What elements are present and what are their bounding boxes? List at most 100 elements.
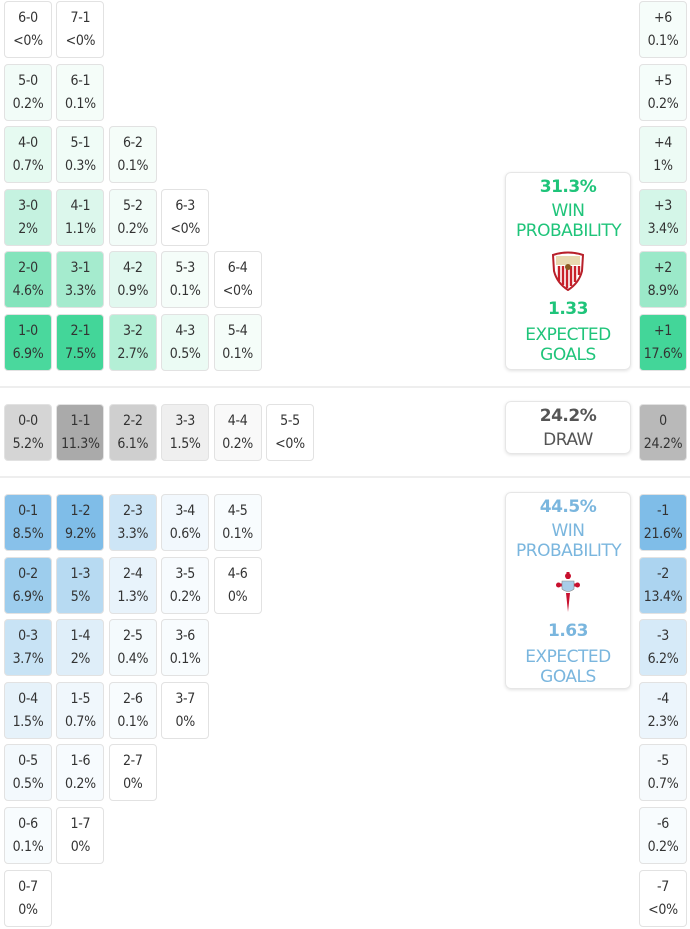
scoreline-cell[interactable]: 6-4 <0%: [213, 251, 262, 309]
scoreline-cell[interactable]: 2-5 0.4%: [108, 619, 157, 677]
scoreline-cell[interactable]: +6 0.1%: [639, 1, 687, 58]
score-label: 3-3: [175, 413, 196, 429]
away-xg: 1.63: [548, 621, 588, 641]
scoreline-cell[interactable]: -6 0.2%: [639, 807, 687, 864]
scoreline-cell[interactable]: +2 8.9%: [639, 251, 687, 309]
scoreline-cell[interactable]: 0 24.2%: [639, 404, 687, 461]
scoreline-cell[interactable]: -4 2.3%: [639, 681, 687, 739]
scoreline-cell[interactable]: 2-1 7.5%: [56, 314, 105, 371]
score-label: 3-5: [175, 565, 196, 582]
score-label: 5-3: [175, 260, 196, 277]
scoreline-cell[interactable]: -3 6.2%: [639, 619, 687, 677]
scoreline-cell[interactable]: 2-0 4.6%: [4, 251, 52, 309]
scoreline-cell[interactable]: 1-4 2%: [56, 619, 105, 677]
scoreline-cell[interactable]: 3-4 0.6%: [161, 494, 210, 551]
score-label: 2-6: [122, 690, 143, 707]
scoreline-cell[interactable]: +4 1%: [639, 126, 687, 184]
scoreline-cell[interactable]: 0-2 6.9%: [4, 556, 52, 614]
scoreline-cell[interactable]: 4-6 0%: [213, 556, 262, 614]
score-label: 3-7: [175, 690, 196, 707]
scoreline-cell[interactable]: 6-2 0.1%: [108, 126, 157, 184]
score-label: 4-5: [227, 503, 248, 519]
scoreline-cell[interactable]: 1-7 0%: [56, 807, 105, 864]
scoreline-cell[interactable]: 4-4 0.2%: [213, 404, 262, 461]
score-label: +1: [654, 323, 672, 339]
scoreline-cell[interactable]: 4-2 0.9%: [108, 251, 157, 309]
probability-label: 0.3%: [64, 158, 96, 175]
score-label: +6: [654, 10, 672, 26]
score-label: 1-2: [70, 503, 91, 519]
scoreline-cell[interactable]: 2-6 0.1%: [108, 681, 157, 739]
scoreline-cell[interactable]: 0-6 0.1%: [4, 807, 52, 864]
scoreline-cell[interactable]: 5-1 0.3%: [56, 126, 105, 184]
scoreline-cell[interactable]: 0-7 0%: [4, 869, 52, 927]
scoreline-cell[interactable]: 3-6 0.1%: [161, 619, 210, 677]
scoreline-cell[interactable]: 0-5 0.5%: [4, 744, 52, 802]
scoreline-cell[interactable]: 3-5 0.2%: [161, 556, 210, 614]
scoreline-cell[interactable]: 1-0 6.9%: [4, 314, 52, 371]
scoreline-cell[interactable]: 1-6 0.2%: [56, 744, 105, 802]
scoreline-cell[interactable]: 3-2 2.7%: [108, 314, 157, 371]
scoreline-cell[interactable]: 3-0 2%: [4, 188, 52, 246]
probability-label: 4.6%: [12, 283, 44, 300]
probability-label: 17.6%: [643, 346, 683, 362]
scoreline-cell[interactable]: 2-4 1.3%: [108, 556, 157, 614]
scoreline-cell[interactable]: 4-5 0.1%: [213, 494, 262, 551]
probability-label: 8.5%: [12, 526, 44, 542]
probability-label: 0.7%: [647, 776, 679, 793]
scoreline-cell[interactable]: 2-2 6.1%: [108, 404, 157, 461]
scoreline-cell[interactable]: -7 <0%: [639, 869, 687, 927]
scoreline-cell[interactable]: 5-5 <0%: [266, 404, 314, 461]
home-xg-label: EXPECTED GOALS: [525, 325, 611, 365]
scoreline-cell[interactable]: 5-2 0.2%: [108, 188, 157, 246]
scoreline-cell[interactable]: 0-4 1.5%: [4, 681, 52, 739]
scoreline-cell[interactable]: 0-3 3.7%: [4, 619, 52, 677]
scoreline-cell[interactable]: 4-3 0.5%: [161, 314, 210, 371]
scoreline-cell[interactable]: 0-1 8.5%: [4, 494, 52, 551]
scoreline-cell[interactable]: +1 17.6%: [639, 314, 687, 371]
probability-label: 0.2%: [647, 839, 679, 855]
scoreline-cell[interactable]: 2-7 0%: [108, 744, 157, 802]
score-label: -2: [657, 565, 669, 582]
scoreline-cell[interactable]: 7-1 <0%: [56, 1, 105, 58]
scoreline-cell[interactable]: 1-3 5%: [56, 556, 105, 614]
scoreline-cell[interactable]: -2 13.4%: [639, 556, 687, 614]
score-label: +4: [654, 135, 672, 152]
score-label: 5-0: [18, 72, 38, 89]
scoreline-cell[interactable]: 0-0 5.2%: [4, 404, 52, 461]
probability-label: 13.4%: [643, 588, 683, 605]
scoreline-cell[interactable]: +5 0.2%: [639, 63, 687, 121]
score-label: -1: [657, 503, 669, 519]
probability-label: 2%: [70, 651, 91, 668]
scoreline-cell[interactable]: 5-0 0.2%: [4, 63, 52, 121]
scoreline-cell[interactable]: 2-3 3.3%: [108, 494, 157, 551]
probability-label: 0%: [175, 713, 195, 730]
scoreline-cell[interactable]: 3-7 0%: [161, 681, 210, 739]
away-win-pct: 44.5%: [539, 497, 597, 517]
scoreline-cell[interactable]: 1-1 11.3%: [56, 404, 105, 461]
scoreline-cell[interactable]: 6-3 <0%: [161, 188, 210, 246]
scoreline-cell[interactable]: 6-0 <0%: [4, 1, 52, 58]
score-label: 4-6: [227, 565, 248, 582]
scoreline-cell[interactable]: 4-1 1.1%: [56, 188, 105, 246]
score-label: 0-4: [18, 690, 38, 707]
score-label: 1-4: [70, 628, 91, 645]
scoreline-cell[interactable]: +3 3.4%: [639, 188, 687, 246]
scoreline-cell[interactable]: 4-0 0.7%: [4, 126, 52, 184]
probability-label: 3.3%: [117, 526, 149, 542]
probability-label: 24.2%: [643, 436, 683, 452]
home-summary-card: 31.3% WIN PROBABILITY 1.33 EXPECTED GOAL…: [505, 172, 631, 370]
scoreline-cell[interactable]: 6-1 0.1%: [56, 63, 105, 121]
probability-label: 0.4%: [117, 651, 149, 668]
probability-label: 1.5%: [169, 436, 201, 452]
home-win-label: WIN PROBABILITY: [516, 201, 622, 241]
scoreline-cell[interactable]: 3-3 1.5%: [161, 404, 210, 461]
scoreline-cell[interactable]: 3-1 3.3%: [56, 251, 105, 309]
scoreline-cell[interactable]: -1 21.6%: [639, 494, 687, 551]
scoreline-cell[interactable]: 5-3 0.1%: [161, 251, 210, 309]
scoreline-cell[interactable]: 5-4 0.1%: [213, 314, 262, 371]
scoreline-cell[interactable]: 1-5 0.7%: [56, 681, 105, 739]
scoreline-cell[interactable]: 1-2 9.2%: [56, 494, 105, 551]
probability-label: 1%: [653, 158, 673, 175]
scoreline-cell[interactable]: -5 0.7%: [639, 744, 687, 802]
